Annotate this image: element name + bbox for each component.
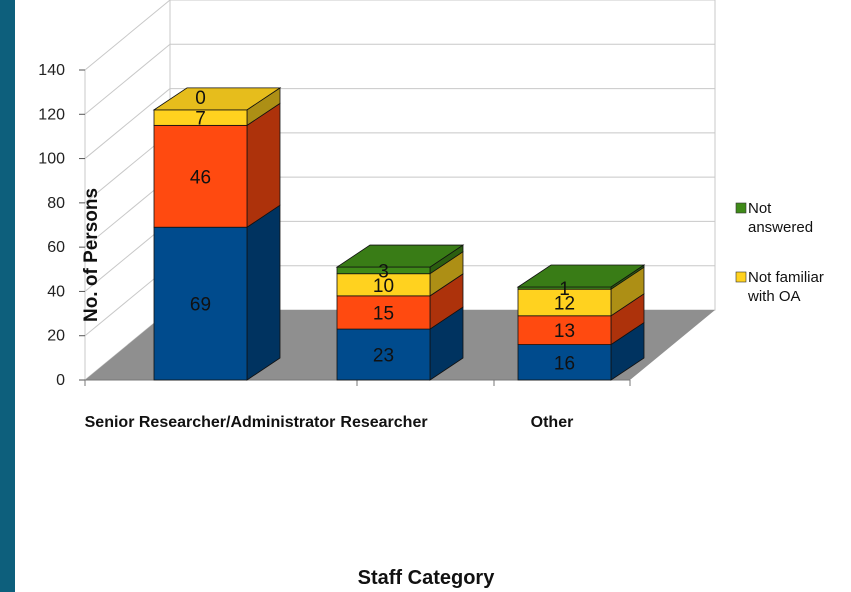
legend-label-not-answered: Not answered <box>748 200 813 236</box>
data-label: 10 <box>373 276 394 297</box>
y-tick-label: 100 <box>38 151 65 168</box>
bar-2-series-1-front <box>517 315 612 345</box>
bar-2-series-0-front <box>517 344 612 381</box>
data-label: 12 <box>554 294 575 315</box>
data-label: 13 <box>554 321 575 342</box>
bar-1-series-0-front <box>336 328 431 381</box>
category-label: Other <box>531 414 574 431</box>
data-label: 23 <box>373 346 394 367</box>
gridline-side <box>84 88 171 159</box>
bar-0-top <box>152 87 282 111</box>
data-label: 16 <box>554 353 575 374</box>
bar-1-top <box>335 244 465 268</box>
legend-swatch-not-familiar <box>735 271 747 283</box>
bar-0-series-0-front <box>153 226 248 381</box>
data-label: 3 <box>378 261 389 282</box>
y-axis-label: No. of Persons <box>81 188 102 322</box>
bar-0-series-0-side <box>246 204 281 381</box>
bar-2-series-2-front <box>517 288 612 317</box>
data-label: 69 <box>190 295 211 316</box>
data-label: 15 <box>373 303 394 324</box>
bars <box>152 87 646 381</box>
y-tick-label: 140 <box>38 62 65 79</box>
y-tick-label: 80 <box>47 195 65 212</box>
legend-label-not-familiar: Not familiar with OA <box>747 269 828 305</box>
gridline-side <box>84 43 171 115</box>
bar-2-top <box>516 264 646 288</box>
y-tick-label: 0 <box>56 372 65 389</box>
x-axis-label: Staff Category <box>358 567 496 589</box>
data-label: 0 <box>195 88 206 109</box>
bar-0-series-1-front <box>153 124 248 228</box>
data-labels: 69 46 70 23 15 103 16 13 121 <box>190 88 575 374</box>
y-tick-label: 120 <box>38 106 65 123</box>
data-label: 1 <box>559 279 570 300</box>
y-tick-label: 20 <box>47 328 65 345</box>
data-label: 7 <box>195 109 206 130</box>
data-label: 46 <box>190 167 211 188</box>
legend-swatch-not-answered <box>735 202 747 214</box>
bar-1-series-1-front <box>336 295 431 330</box>
legend: Not answered Not familiar with OA <box>735 200 828 305</box>
y-tick-label: 60 <box>47 239 65 256</box>
y-tick-label: 40 <box>47 283 65 300</box>
accent-strip <box>0 0 15 592</box>
gridline-side <box>84 0 171 71</box>
category-label: Researcher <box>340 414 427 431</box>
category-labels: Senior Researcher/Administrator Researche… <box>85 414 574 431</box>
category-label: Senior Researcher/Administrator <box>85 414 336 431</box>
